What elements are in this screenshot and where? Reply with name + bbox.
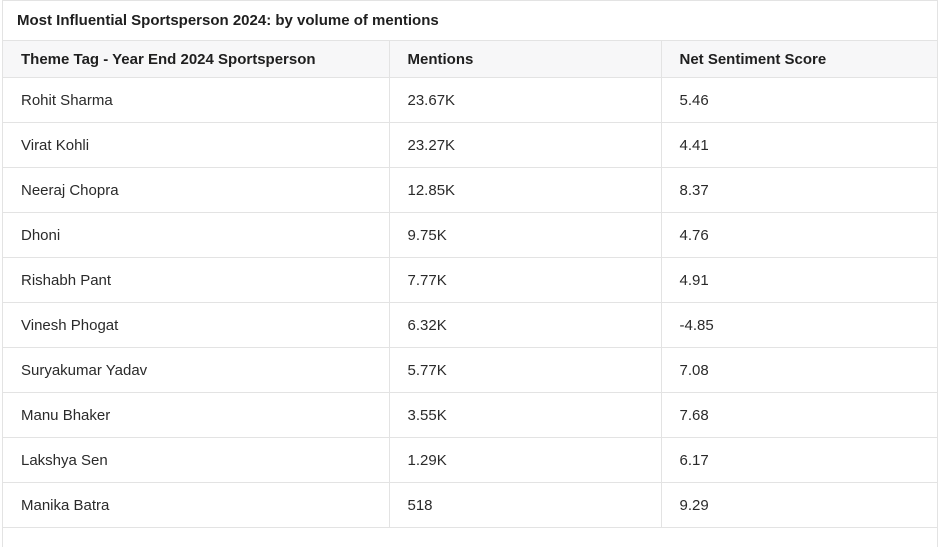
cell-mentions: 3.55K [389,392,662,438]
table-row: Suryakumar Yadav 5.77K 7.08 [3,347,937,393]
cell-net-sentiment: 5.46 [661,77,937,123]
table-row: Manika Batra 518 9.29 [3,482,937,528]
cell-net-sentiment: 4.76 [661,212,937,258]
cell-sportsperson: Dhoni [3,212,390,258]
cell-net-sentiment: 7.68 [661,392,937,438]
cell-mentions: 6.32K [389,302,662,348]
cell-net-sentiment: 8.37 [661,167,937,213]
cell-net-sentiment: 4.91 [661,257,937,303]
cell-mentions: 9.75K [389,212,662,258]
cell-net-sentiment: 6.17 [661,437,937,483]
table-row: Manu Bhaker 3.55K 7.68 [3,392,937,438]
chart-title: Most Influential Sportsperson 2024: by v… [3,1,937,41]
column-header-mentions[interactable]: Mentions [389,41,662,78]
cell-sportsperson: Suryakumar Yadav [3,347,390,393]
cell-sportsperson: Neeraj Chopra [3,167,390,213]
data-table: Theme Tag - Year End 2024 Sportsperson M… [3,41,937,528]
cell-mentions: 5.77K [389,347,662,393]
table-row: Dhoni 9.75K 4.76 [3,212,937,258]
cell-mentions: 23.67K [389,77,662,123]
table-row: Lakshya Sen 1.29K 6.17 [3,437,937,483]
table-body: Rohit Sharma 23.67K 5.46 Virat Kohli 23.… [3,77,937,528]
cell-sportsperson: Vinesh Phogat [3,302,390,348]
column-header-net-sentiment[interactable]: Net Sentiment Score [661,41,937,78]
cell-sportsperson: Manu Bhaker [3,392,390,438]
cell-sportsperson: Virat Kohli [3,122,390,168]
cell-net-sentiment: -4.85 [661,302,937,348]
cell-mentions: 23.27K [389,122,662,168]
cell-mentions: 1.29K [389,437,662,483]
header-row: Theme Tag - Year End 2024 Sportsperson M… [3,41,937,78]
cell-sportsperson: Rishabh Pant [3,257,390,303]
cell-net-sentiment: 4.41 [661,122,937,168]
cell-net-sentiment: 9.29 [661,482,937,528]
cell-mentions: 12.85K [389,167,662,213]
cell-sportsperson: Rohit Sharma [3,77,390,123]
table-row: Vinesh Phogat 6.32K -4.85 [3,302,937,348]
cell-mentions: 7.77K [389,257,662,303]
table-row: Virat Kohli 23.27K 4.41 [3,122,937,168]
cell-net-sentiment: 7.08 [661,347,937,393]
cell-sportsperson: Lakshya Sen [3,437,390,483]
cell-mentions: 518 [389,482,662,528]
cell-sportsperson: Manika Batra [3,482,390,528]
table-row: Rohit Sharma 23.67K 5.46 [3,77,937,123]
column-header-sportsperson[interactable]: Theme Tag - Year End 2024 Sportsperson [3,41,390,78]
table-row: Neeraj Chopra 12.85K 8.37 [3,167,937,213]
table-row: Rishabh Pant 7.77K 4.91 [3,257,937,303]
